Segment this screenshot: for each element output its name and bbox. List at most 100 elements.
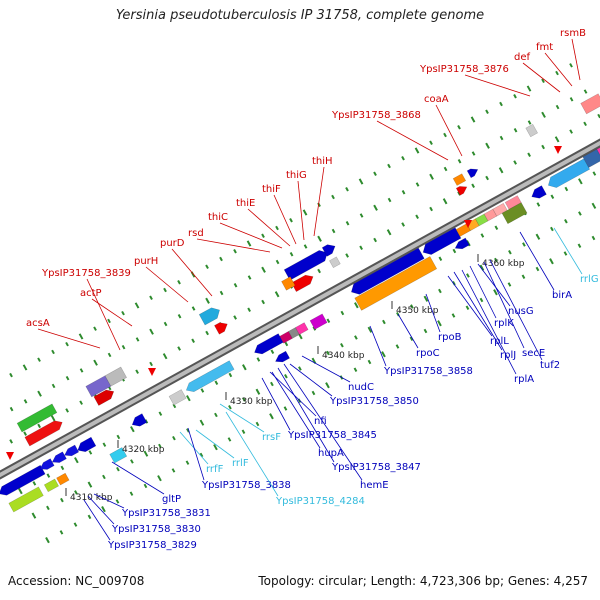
tick-mark [443, 166, 448, 172]
gene-feature [531, 185, 547, 199]
tick-mark [414, 147, 420, 154]
leader-line [171, 248, 213, 297]
tick-mark [386, 229, 392, 236]
tick-mark [527, 120, 532, 125]
tick-mark [22, 364, 28, 371]
tick-mark [149, 361, 153, 367]
tick-mark [50, 415, 56, 422]
gene-label-reverse: birA [552, 290, 572, 301]
tick-mark [311, 357, 317, 364]
gene-label-forward: coaA [424, 94, 449, 105]
tick-mark [331, 228, 336, 234]
leader-line [93, 493, 125, 509]
tick-mark [541, 78, 545, 84]
gene-feature [198, 307, 220, 326]
tick-mark [359, 213, 364, 218]
tick-mark [536, 202, 541, 207]
tick-mark [87, 481, 93, 488]
strand-marker [464, 220, 472, 228]
tick-mark [535, 233, 541, 240]
tick-mark [438, 256, 443, 261]
gene-feature [321, 244, 336, 257]
tick-mark [554, 136, 560, 143]
leader-line [453, 271, 503, 351]
tick-mark [185, 460, 190, 465]
tick-mark [37, 390, 42, 397]
tick-mark [116, 434, 121, 440]
gene-feature [104, 366, 127, 387]
gene-shape [43, 478, 59, 493]
tick-mark [51, 383, 56, 389]
tick-mark [158, 443, 162, 449]
tick-mark [555, 70, 559, 76]
tick-mark [373, 237, 377, 243]
tick-mark [246, 240, 252, 247]
gene-shape [525, 123, 538, 138]
gene-shape [279, 331, 293, 344]
tick-mark [326, 318, 331, 323]
tick-mark [32, 481, 37, 486]
leader-line [464, 74, 531, 97]
tick-mark [442, 198, 448, 205]
tick-mark [284, 341, 289, 347]
gene-label-reverse: rrlF [232, 458, 249, 469]
leader-line [87, 495, 115, 525]
gene-label-reverse: YpsIP31758_3831 [121, 508, 211, 519]
tick-mark [367, 326, 373, 333]
tick-mark [387, 163, 391, 169]
gene-feature [131, 413, 148, 427]
tick-mark [549, 258, 554, 265]
gene-shape [466, 218, 480, 231]
gene-label-forward: thiH [312, 156, 333, 167]
scale-label: 4350 kbp [396, 306, 439, 316]
gene-label-reverse: nfi [314, 416, 327, 427]
tick-mark [457, 125, 461, 130]
leader-line [269, 371, 317, 417]
tick-mark [564, 219, 568, 224]
gene-feature [547, 158, 591, 188]
tick-mark [59, 530, 64, 535]
gene-feature [466, 218, 480, 231]
tick-mark [87, 514, 92, 520]
gene-label-forward: actP [80, 288, 102, 299]
tick-mark [242, 364, 247, 371]
tick-mark [471, 183, 475, 189]
tick-mark [527, 152, 531, 158]
tick-mark [9, 406, 14, 412]
tick-mark [242, 397, 246, 402]
tick-mark [465, 305, 470, 310]
tick-mark [470, 116, 476, 123]
tick-mark [158, 411, 163, 416]
leader-line [273, 194, 297, 245]
gene-feature [51, 451, 67, 463]
tick-mark [429, 140, 433, 146]
tick-mark [423, 328, 428, 334]
tick-mark [73, 522, 78, 527]
gene-shape [295, 322, 309, 335]
tick-mark [233, 248, 237, 254]
gene-label-forward: def [514, 52, 531, 63]
tick-mark [569, 129, 573, 134]
tick-mark [541, 144, 545, 150]
tick-mark [289, 218, 293, 223]
tick-mark [583, 89, 588, 94]
topology-text: Topology: circular; Length: 4,723,306 bp… [258, 574, 588, 588]
gene-feature [504, 195, 522, 210]
gene-feature [422, 227, 462, 255]
tick-mark [107, 352, 112, 358]
tick-mark [522, 242, 526, 247]
tick-mark [429, 173, 434, 180]
gene-feature [43, 478, 59, 493]
leader-line [522, 62, 561, 93]
tick-mark [485, 109, 489, 115]
tick-mark [143, 450, 149, 457]
tick-mark [577, 243, 582, 249]
tick-mark [65, 375, 70, 381]
leader-line [277, 367, 335, 463]
leader-line [477, 263, 511, 307]
gene-shape [131, 413, 148, 427]
tick-mark [493, 289, 498, 296]
tick-mark [283, 406, 288, 411]
tick-mark [177, 313, 182, 319]
